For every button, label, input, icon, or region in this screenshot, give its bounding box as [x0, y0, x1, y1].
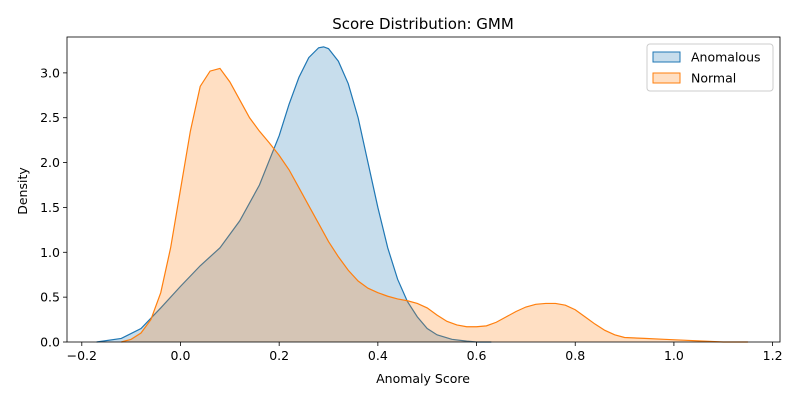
x-tick-label: 0.0 [171, 348, 191, 363]
y-tick-label: 2.5 [40, 110, 60, 125]
x-axis-label: Anomaly Score [376, 371, 470, 386]
legend: Anomalous Normal [646, 43, 774, 92]
y-axis-label: Density [15, 167, 30, 215]
x-tick-label: 1.2 [763, 348, 783, 363]
series-area-normal [121, 68, 748, 343]
series-line-normal [121, 67, 748, 343]
x-axis-ticks: −0.2 0.0 0.2 0.4 0.6 0.8 1.0 1.2 [67, 342, 783, 363]
x-tick-label: 0.8 [565, 348, 585, 363]
legend-label-anomalous: Anomalous [691, 50, 761, 65]
legend-swatch-normal [652, 72, 681, 84]
y-tick-label: 0.5 [40, 290, 60, 305]
x-tick-label: 0.2 [269, 348, 289, 363]
legend-swatch-anomalous [652, 51, 681, 63]
y-tick-label: 3.0 [40, 65, 60, 80]
legend-label-normal: Normal [691, 71, 736, 86]
legend-box [646, 43, 774, 92]
y-tick-label: 1.0 [40, 245, 60, 260]
axes-frame [66, 36, 781, 343]
y-axis-ticks: 0.0 0.5 1.0 1.5 2.0 2.5 3.0 [40, 65, 67, 350]
x-tick-label: −0.2 [67, 348, 97, 363]
series-area-anomalous [96, 46, 492, 343]
x-tick-label: 1.0 [664, 348, 684, 363]
series-layer [96, 46, 748, 343]
y-tick-label: 2.0 [40, 155, 60, 170]
series-line-anomalous [96, 46, 492, 343]
chart-title: Score Distribution: GMM [332, 15, 514, 33]
x-tick-label: 0.6 [467, 348, 487, 363]
x-tick-label: 0.4 [368, 348, 388, 363]
y-tick-label: 1.5 [40, 200, 60, 215]
y-tick-label: 0.0 [40, 335, 60, 350]
